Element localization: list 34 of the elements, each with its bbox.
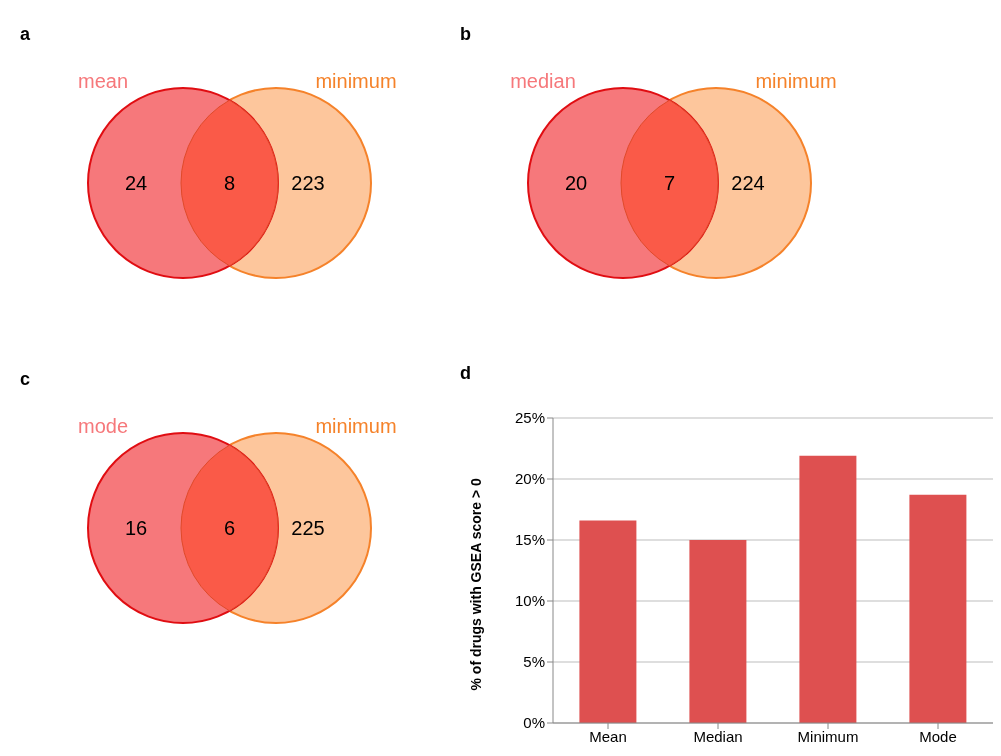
- bar: [799, 455, 857, 723]
- category-label: mode: [77, 415, 129, 437]
- data-label: 8: [223, 172, 236, 194]
- category-label: minimum: [315, 415, 397, 437]
- y-tick-label: 0%: [523, 714, 545, 732]
- x-tick-label: Minimum: [797, 727, 859, 745]
- chart-title: d: [460, 363, 471, 384]
- data-label: 7: [663, 172, 676, 194]
- data-label: 223: [291, 172, 325, 194]
- bar: [579, 520, 637, 723]
- data-label: 225: [291, 517, 325, 539]
- y-tick-label: 20%: [514, 470, 545, 488]
- data-label: 20: [564, 172, 588, 194]
- x-tick-label: Mode: [919, 727, 957, 745]
- text: b: [460, 24, 471, 44]
- bar: [909, 494, 967, 723]
- category-label: median: [510, 70, 576, 92]
- y-axis-title: % of drugs with GSEA score > 0: [467, 478, 484, 691]
- y-tick-label: 15%: [514, 531, 545, 549]
- category-label: minimum: [755, 70, 837, 92]
- text: c: [20, 369, 31, 389]
- bar: [689, 540, 747, 723]
- data-label: 224: [731, 172, 765, 194]
- category-label: minimum: [315, 70, 397, 92]
- category-label: mean: [77, 70, 129, 92]
- y-tick-label: 10%: [514, 592, 545, 610]
- data-label: 16: [124, 517, 148, 539]
- y-tick-label: 5%: [523, 653, 545, 671]
- x-tick-label: Mean: [589, 727, 627, 745]
- y-tick-label: 25%: [514, 409, 545, 427]
- text: a: [20, 24, 31, 44]
- data-label: 6: [223, 517, 236, 539]
- x-tick-label: Median: [693, 727, 743, 745]
- data-label: 24: [124, 172, 148, 194]
